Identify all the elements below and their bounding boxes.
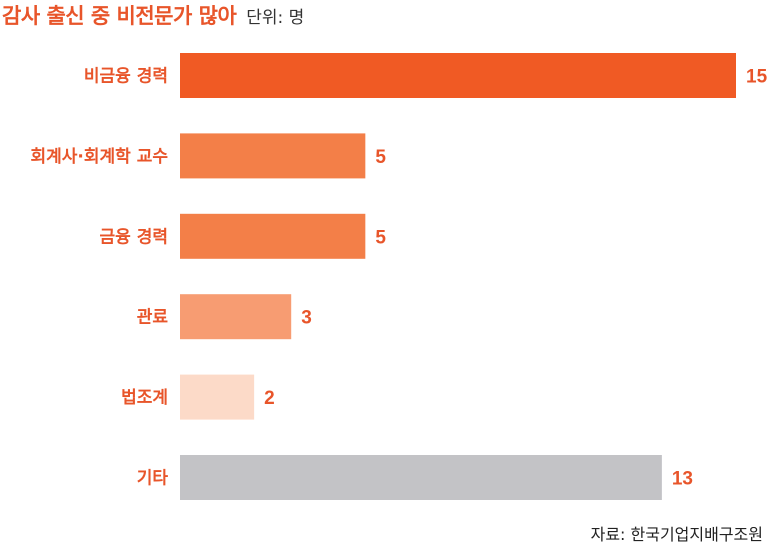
- category-label-4: 법조계: [121, 388, 168, 408]
- bar-2: [180, 213, 366, 259]
- chart-header: 감사 출신 중 비전문가 많아 단위: 명: [2, 0, 304, 34]
- bar-4: [180, 374, 255, 420]
- source-note: 자료: 한국기업지배구조원: [590, 525, 763, 544]
- value-label-4: 2: [264, 388, 275, 409]
- bar-0: [180, 53, 736, 98]
- bar-3: [180, 294, 292, 340]
- value-label-5: 13: [672, 469, 693, 490]
- category-label-3: 관료: [137, 308, 169, 328]
- bar-1: [180, 133, 366, 179]
- value-label-0: 15: [746, 67, 767, 88]
- category-label-2: 금융 경력: [100, 227, 168, 247]
- category-label-5: 기타: [137, 469, 169, 489]
- unit-label: 단위: 명: [246, 8, 305, 28]
- value-label-3: 3: [301, 308, 312, 329]
- value-label-2: 5: [375, 227, 386, 248]
- value-label-1: 5: [375, 147, 386, 168]
- category-label-0: 비금융 경력: [84, 67, 168, 87]
- category-label-1: 회계사·회계학 교수: [31, 147, 169, 167]
- chart-title: 감사 출신 중 비전문가 많아: [2, 4, 237, 28]
- bar-5: [180, 455, 662, 500]
